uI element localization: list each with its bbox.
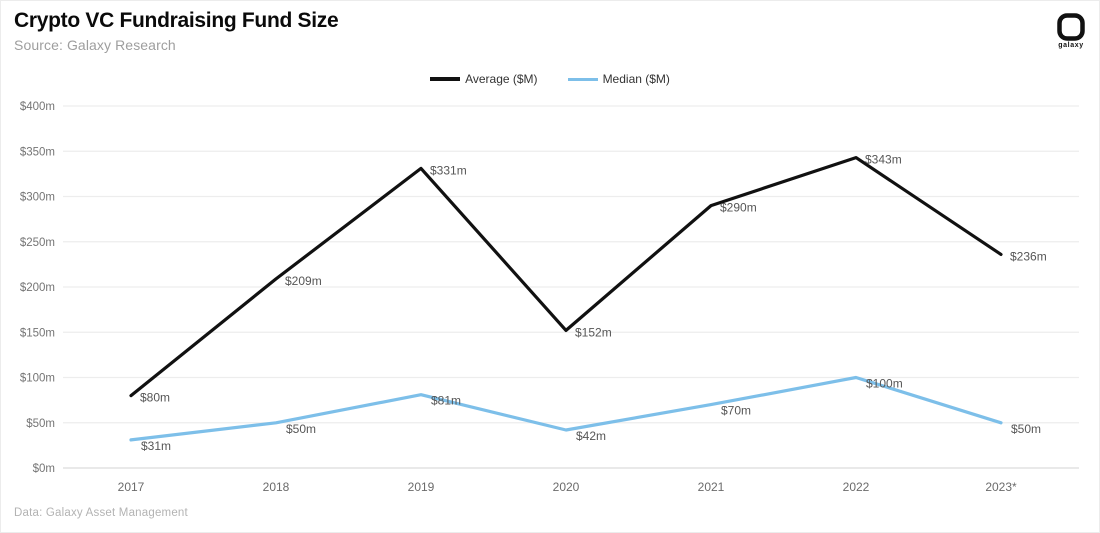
x-tick-label: 2017: [118, 480, 145, 494]
point-label: $80m: [140, 391, 170, 405]
point-label: $100m: [866, 377, 903, 391]
y-tick-label: $350m: [20, 146, 55, 158]
point-label: $42m: [576, 429, 606, 443]
series-line-average: [129, 156, 1003, 398]
x-tick-label: 2023*: [985, 480, 1017, 494]
x-tick-label: 2019: [408, 480, 435, 494]
median-line-swatch: [567, 77, 598, 81]
galaxy-logo: galaxy: [1057, 13, 1085, 49]
point-label: $152m: [575, 325, 612, 339]
x-tick-label: 2021: [698, 480, 725, 494]
average-line-swatch: [430, 77, 461, 81]
y-tick-label: $300m: [20, 192, 55, 204]
legend-label-median: Median ($M): [602, 72, 670, 86]
point-label: $70m: [721, 404, 751, 418]
legend-item-average: Average ($M): [430, 72, 538, 86]
y-tick-label: $250m: [20, 237, 55, 249]
chart-subtitle: Source: Galaxy Research: [14, 37, 176, 53]
y-tick-label: $400m: [20, 101, 55, 113]
y-tick-label: $200m: [20, 282, 55, 294]
y-tick-label: $100m: [20, 373, 55, 385]
series-line-median: [129, 375, 1003, 442]
x-tick-label: 2018: [263, 480, 290, 494]
y-tick-label: $0m: [33, 463, 55, 475]
chart-legend: Average ($M) Median ($M): [1, 72, 1099, 86]
y-tick-label: $50m: [26, 418, 55, 430]
point-label: $290m: [720, 201, 757, 215]
point-label: $81m: [431, 394, 461, 408]
point-label: $331m: [430, 163, 467, 177]
x-tick-label: 2020: [553, 480, 580, 494]
point-label: $31m: [141, 439, 171, 453]
point-label: $50m: [286, 422, 316, 436]
galaxy-logo-text: galaxy: [1058, 42, 1084, 49]
point-label: $236m: [1010, 249, 1047, 263]
legend-label-average: Average ($M): [465, 72, 538, 86]
page-title: Crypto VC Fundraising Fund Size: [14, 9, 339, 32]
x-tick-label: 2022: [843, 480, 870, 494]
data-credit: Data: Galaxy Asset Management: [14, 507, 188, 519]
point-label: $343m: [865, 153, 902, 167]
point-label: $50m: [1011, 422, 1041, 436]
point-label: $209m: [285, 274, 322, 288]
legend-item-median: Median ($M): [567, 72, 670, 86]
galaxy-logo-icon: [1057, 13, 1085, 41]
y-tick-label: $150m: [20, 327, 55, 339]
